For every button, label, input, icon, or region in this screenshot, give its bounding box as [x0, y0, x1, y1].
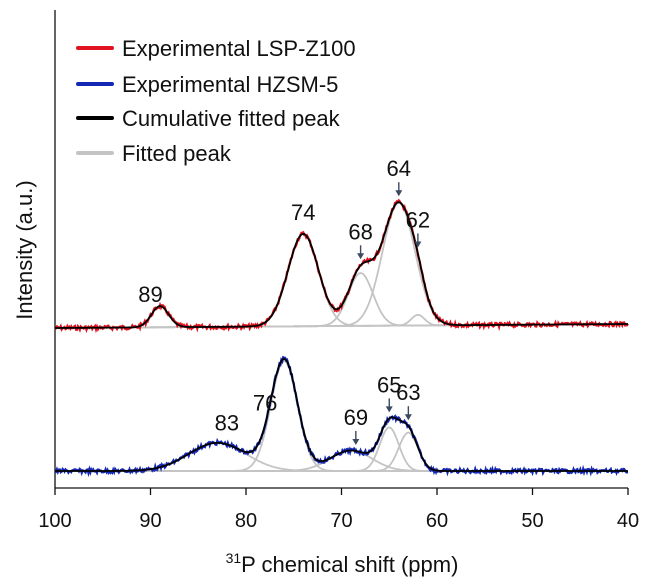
peak-arrowhead-LSP-Z100-68 [357, 253, 365, 260]
peak-label-HZSM-5-76: 76 [253, 390, 277, 415]
x-ticks: 100 90 80 70 60 50 40 [38, 488, 639, 532]
legend-label-fitted: Fitted peak [122, 141, 232, 166]
peak-label-HZSM-5-69: 69 [344, 405, 368, 430]
cumulative-curve-LSP-Z100 [54, 201, 629, 329]
x-axis-label-main: P chemical shift (ppm) [241, 552, 458, 577]
peak-label-LSP-Z100-74: 74 [291, 200, 315, 225]
x-axis-label: 31P chemical shift (ppm) [226, 550, 459, 577]
peak-label-LSP-Z100-62: 62 [406, 207, 430, 232]
x-tick-label-90: 90 [139, 510, 161, 532]
peak-arrowhead-HZSM-5-65 [385, 406, 393, 413]
legend-label-lsp: Experimental LSP-Z100 [122, 36, 356, 61]
fitted-peak-HZSM-5-65 [55, 426, 628, 472]
peak-arrowhead-HZSM-5-69 [352, 438, 360, 445]
peak-arrowhead-LSP-Z100-64 [395, 190, 403, 197]
peak-label-LSP-Z100-89: 89 [138, 282, 162, 307]
x-tick-label-40: 40 [617, 510, 639, 532]
cumulative-curve-HZSM-5 [55, 358, 628, 472]
experimental-curve-HZSM-5 [54, 355, 629, 478]
legend: Experimental LSP-Z100 Experimental HZSM-… [76, 36, 356, 166]
peak-arrowhead-HZSM-5-63 [404, 414, 412, 421]
y-axis-label: Intensity (a.u.) [12, 180, 37, 319]
peak-label-LSP-Z100-68: 68 [348, 219, 372, 244]
peak-label-HZSM-5-63: 63 [396, 380, 420, 405]
series-LSP-Z100: 89 74 68 64 62 [54, 156, 629, 334]
legend-label-cumulative: Cumulative fitted peak [122, 106, 341, 131]
x-tick-label-80: 80 [235, 510, 257, 532]
fitted-peak-LSP-Z100-74 [54, 232, 629, 329]
peak-arrowhead-LSP-Z100-62 [414, 241, 422, 248]
peak-label-LSP-Z100-64: 64 [387, 156, 411, 181]
x-tick-label-70: 70 [330, 510, 352, 532]
x-tick-label-50: 50 [521, 510, 543, 532]
x-axis-label-sup: 31 [226, 550, 242, 566]
fitted-peak-HZSM-5-83 [55, 441, 628, 472]
x-tick-label-60: 60 [426, 510, 448, 532]
peak-label-HZSM-5-65: 65 [377, 372, 401, 397]
peak-label-HZSM-5-83: 83 [215, 410, 239, 435]
legend-label-hzsm: Experimental HZSM-5 [122, 72, 338, 97]
x-tick-label-100: 100 [38, 510, 71, 532]
